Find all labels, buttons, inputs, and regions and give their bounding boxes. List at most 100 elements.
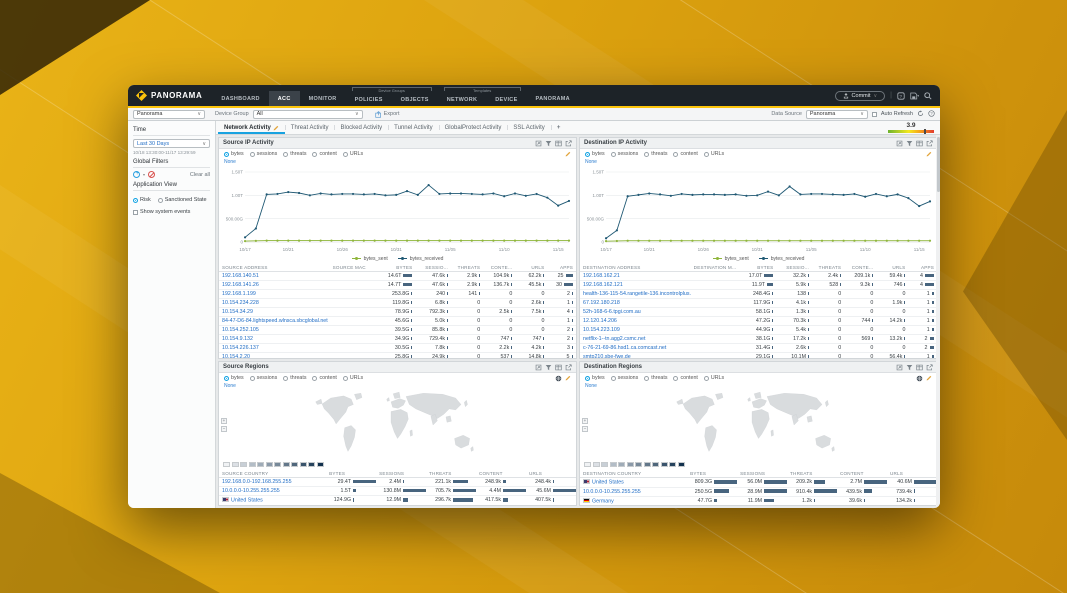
applied-filter-label[interactable]: None [224, 383, 236, 389]
edit-filter-pencil-icon[interactable] [565, 375, 571, 381]
color-scale-swatch[interactable] [274, 461, 281, 468]
commit-button[interactable]: Commit ∨ [834, 90, 886, 101]
column-header[interactable]: DESTINATION COUNTRY [580, 469, 688, 478]
column-header[interactable]: DESTINATION ADDRESS [580, 263, 691, 272]
metric-option-urls[interactable]: URLs [703, 375, 724, 381]
address-link[interactable]: 10.154.252.105 [219, 325, 330, 335]
map-zoom-in-button[interactable]: + [221, 417, 227, 424]
edit-filter-pencil-icon[interactable] [926, 375, 932, 381]
address-link[interactable]: 10.154.2.20 [219, 352, 330, 358]
context-select[interactable]: Panorama ∨ [133, 109, 205, 119]
column-header[interactable]: URLS [876, 263, 909, 272]
column-header[interactable]: BYTES [687, 469, 738, 478]
edit-filter-pencil-icon[interactable] [926, 151, 932, 157]
map-zoom-out-button[interactable]: − [221, 425, 227, 432]
column-header[interactable]: APPS [547, 263, 576, 272]
country-link[interactable]: 192.168.0.0-192.168.255.255 [219, 477, 327, 487]
edit-tab-pencil-icon[interactable] [273, 125, 279, 131]
table-view-icon[interactable] [916, 140, 923, 147]
tab-tunnel-activity[interactable]: Tunnel Activity [388, 121, 438, 134]
jump-to-logs-icon[interactable] [896, 364, 903, 371]
color-scale-swatch[interactable] [231, 461, 239, 468]
address-link[interactable]: 12.120.14.206 [580, 316, 691, 326]
metric-option-bytes[interactable]: bytes [224, 375, 244, 381]
table-view-icon[interactable] [916, 364, 923, 371]
nav-item-acc[interactable]: ACC [268, 91, 300, 106]
legend-item-bytes_received[interactable]: bytes_received [397, 256, 443, 262]
table-view-icon[interactable] [555, 364, 562, 371]
add-filter-icon[interactable] [133, 171, 140, 178]
color-scale-swatch[interactable] [265, 461, 273, 468]
color-scale-swatch[interactable] [240, 461, 247, 468]
metric-option-urls[interactable]: URLs [342, 375, 363, 381]
edit-filter-pencil-icon[interactable] [565, 151, 571, 157]
metric-option-sessions[interactable]: sessions [249, 375, 277, 381]
metric-option-threats[interactable]: threats [283, 375, 306, 381]
view-option-risk[interactable]: Risk [133, 197, 151, 203]
color-scale-swatch[interactable] [282, 461, 290, 468]
color-scale-swatch[interactable] [660, 461, 668, 468]
color-scale-swatch[interactable] [299, 461, 307, 468]
jump-to-logs-icon[interactable] [535, 364, 542, 371]
color-scale-swatch[interactable] [592, 461, 600, 468]
traffic-line-chart[interactable]: 0 500.00G 1.00T 1.50T 10/17 10/21 10/26 10/31 11… [580, 166, 937, 254]
color-scale-swatch[interactable] [635, 461, 642, 468]
column-header[interactable]: CONTENT [476, 469, 526, 478]
metric-option-sessions[interactable]: sessions [610, 151, 638, 157]
color-scale-swatch[interactable] [223, 461, 230, 468]
address-link[interactable]: health-136-115-54.rangetile-136.incontro… [580, 289, 691, 299]
country-link[interactable]: United States [580, 477, 688, 488]
tab-threat-activity[interactable]: Threat Activity [284, 121, 335, 134]
column-header[interactable]: URLS [515, 263, 548, 272]
color-scale-swatch[interactable] [643, 461, 651, 468]
color-scale-swatch[interactable] [257, 461, 264, 468]
export-widget-icon[interactable] [565, 139, 572, 147]
metric-option-threats[interactable]: threats [283, 151, 306, 157]
color-scale-swatch[interactable] [316, 461, 324, 468]
metric-option-content[interactable]: content [312, 151, 337, 157]
address-link[interactable]: 52h-168-6-6.tpgi.com.au [580, 307, 691, 317]
address-link[interactable]: 10.154.34.29 [219, 307, 330, 317]
column-header[interactable]: THREATS [426, 469, 477, 478]
metric-option-sessions[interactable]: sessions [610, 375, 638, 381]
device-group-select[interactable]: All ∨ [252, 109, 363, 119]
help-icon[interactable]: ? [928, 109, 935, 119]
map-zoom-out-button[interactable]: − [582, 425, 588, 432]
tab-blocked-activity[interactable]: Blocked Activity [334, 121, 388, 134]
country-link[interactable]: 10.0.0.0-10.255.255.255 [219, 486, 327, 496]
column-header[interactable]: THREATS [812, 263, 845, 272]
address-link[interactable]: 192.168.162.121 [580, 280, 691, 290]
color-scale-swatch[interactable] [626, 461, 634, 468]
search-icon[interactable] [924, 91, 932, 100]
applied-filter-label[interactable]: None [224, 159, 236, 165]
main-scrollbar[interactable] [936, 135, 940, 508]
data-source-select[interactable]: Panorama ∨ [805, 109, 868, 119]
country-link[interactable]: Germany [580, 496, 688, 505]
column-header[interactable]: SESSIO... [776, 263, 813, 272]
auto-refresh-checkbox[interactable] [871, 111, 877, 117]
color-scale-swatch[interactable] [609, 461, 617, 468]
color-scale-swatch[interactable] [669, 461, 676, 468]
map-zoom-in-button[interactable]: + [582, 417, 588, 424]
column-header[interactable]: SESSIO... [415, 263, 452, 272]
metric-option-content[interactable]: content [673, 375, 698, 381]
country-link[interactable]: United States [219, 495, 327, 505]
metric-option-sessions[interactable]: sessions [249, 151, 277, 157]
color-scale-swatch[interactable] [291, 461, 298, 468]
address-link[interactable]: 192.168.141.26 [219, 280, 330, 290]
metric-option-content[interactable]: content [673, 151, 698, 157]
metric-option-content[interactable]: content [312, 375, 337, 381]
tab-network-activity[interactable]: Network Activity [218, 121, 285, 134]
nav-item-panorama[interactable]: PANORAMA [535, 95, 570, 102]
negate-filter-icon[interactable] [148, 171, 156, 178]
column-header[interactable]: SOURCE MAC [329, 263, 377, 272]
column-header[interactable]: URLS [525, 469, 576, 478]
color-scale-swatch[interactable] [248, 461, 256, 468]
column-header[interactable]: DESTINATION M... [690, 263, 738, 272]
column-header[interactable]: SESSIONS [737, 469, 788, 478]
address-link[interactable]: 192.168.1.199 [219, 289, 330, 299]
applied-filter-label[interactable]: None [585, 159, 597, 165]
legend-item-bytes_received[interactable]: bytes_received [758, 256, 804, 262]
column-header[interactable]: SESSIONS [376, 469, 427, 478]
address-link[interactable]: smtp210.sbe-fwe.de [580, 352, 691, 358]
